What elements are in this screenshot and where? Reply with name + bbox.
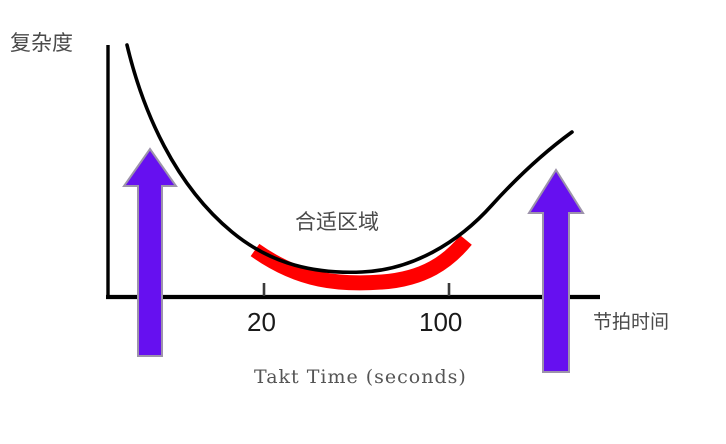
suitable-zone-label: 合适区域 <box>295 210 379 234</box>
complexity-curve <box>125 43 574 275</box>
x-tick-label-20: 20 <box>247 307 276 337</box>
right-up-arrow-icon <box>527 168 585 373</box>
tick-marks-group <box>262 283 451 296</box>
axes-group <box>106 45 600 300</box>
x-tick-label-100: 100 <box>419 307 463 337</box>
x-axis-label: 节拍时间 <box>593 311 670 333</box>
y-axis-label: 复杂度 <box>10 31 73 55</box>
suitable-zone-highlight <box>250 235 472 291</box>
left-up-arrow-icon <box>122 147 178 357</box>
chart-caption: Takt Time (seconds) <box>254 366 467 388</box>
